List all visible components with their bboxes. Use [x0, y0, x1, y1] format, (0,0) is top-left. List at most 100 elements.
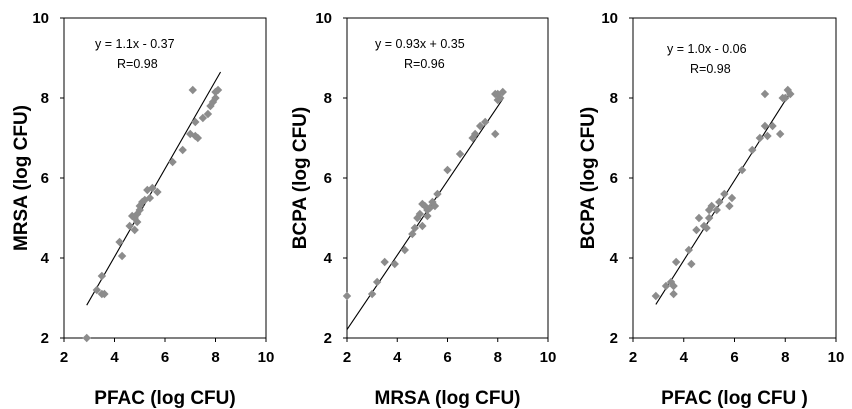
x-tick-label: 8 — [781, 349, 789, 366]
data-point — [135, 201, 144, 211]
data-point — [493, 95, 502, 105]
data-point — [727, 193, 737, 203]
regression-equation: y = 0.93x + 0.35 — [375, 37, 465, 51]
regression-equation: y = 1.1x - 0.37 — [95, 37, 175, 51]
data-point — [168, 157, 177, 167]
data-point — [92, 285, 102, 295]
data-point — [100, 289, 109, 299]
data-point — [775, 129, 785, 139]
y-tick-label: 2 — [41, 330, 49, 347]
data-point — [760, 121, 770, 131]
correlation-coefficient: R=0.98 — [690, 62, 731, 76]
data-point — [669, 281, 678, 291]
data-point — [778, 93, 787, 103]
data-point — [712, 205, 721, 215]
data-point — [687, 259, 696, 269]
x-tick-label: 6 — [730, 349, 738, 366]
data-point — [380, 257, 389, 267]
y-tick-label: 8 — [41, 90, 49, 107]
x-axis-label: MRSA (log CFU) — [375, 388, 521, 409]
data-point — [148, 183, 157, 193]
x-tick-label: 10 — [258, 349, 275, 366]
x-tick-label: 4 — [110, 349, 119, 366]
data-point — [117, 251, 127, 261]
data-point — [211, 93, 220, 103]
data-point — [423, 211, 432, 221]
data-point — [415, 209, 425, 219]
data-point — [699, 221, 709, 231]
y-axis-label: BCPA (log CFU) — [578, 107, 599, 249]
data-point — [725, 201, 734, 211]
data-point — [125, 221, 134, 231]
data-point — [692, 225, 701, 235]
data-point — [428, 197, 437, 207]
regression-equation: y = 1.0x - 0.06 — [667, 42, 747, 56]
y-tick-label: 8 — [610, 90, 618, 107]
data-point — [760, 89, 770, 99]
data-point — [468, 133, 477, 143]
data-point — [737, 165, 747, 175]
data-point — [480, 117, 490, 127]
y-tick-label: 4 — [41, 250, 50, 267]
y-tick-label: 4 — [610, 250, 619, 267]
x-tick-label: 2 — [60, 349, 68, 366]
data-point — [191, 131, 200, 141]
data-point — [755, 133, 765, 143]
data-point — [669, 289, 678, 299]
data-point — [470, 129, 480, 139]
data-point — [763, 131, 772, 141]
x-tick-label: 8 — [211, 349, 219, 366]
data-point — [372, 277, 382, 287]
data-point — [191, 117, 200, 127]
data-point — [671, 257, 681, 267]
data-point — [748, 145, 757, 155]
data-point — [694, 213, 704, 223]
data-point — [130, 225, 139, 235]
x-tick-label: 6 — [443, 349, 451, 366]
x-tick-label: 8 — [494, 349, 502, 366]
x-axis-label: PFAC (log CFU ) — [661, 388, 808, 409]
data-point — [704, 213, 714, 223]
data-point — [720, 189, 729, 199]
data-point — [211, 87, 220, 97]
x-tick-label: 2 — [343, 349, 351, 366]
data-point — [715, 197, 724, 207]
data-point — [178, 145, 187, 155]
data-point — [410, 223, 420, 233]
y-tick-label: 2 — [324, 330, 332, 347]
x-tick-label: 6 — [161, 349, 169, 366]
x-tick-label: 2 — [629, 349, 637, 366]
data-point — [702, 223, 711, 233]
y-axis-label: BCPA (log CFU) — [290, 107, 311, 249]
y-tick-label: 10 — [32, 10, 49, 27]
y-tick-label: 6 — [324, 170, 332, 187]
data-point — [433, 189, 442, 199]
data-point — [208, 97, 218, 107]
data-point — [430, 201, 440, 211]
data-point — [408, 229, 417, 239]
data-point — [188, 85, 197, 95]
data-point — [783, 85, 792, 95]
data-point — [491, 89, 500, 99]
data-point — [82, 333, 91, 343]
data-point — [133, 217, 142, 227]
correlation-coefficient: R=0.98 — [117, 57, 158, 71]
y-tick-label: 2 — [610, 330, 618, 347]
data-point — [203, 109, 213, 119]
y-tick-label: 10 — [601, 10, 618, 27]
data-point — [423, 205, 432, 215]
plot-frame — [632, 17, 837, 339]
data-point — [684, 245, 694, 255]
trendline — [655, 92, 791, 305]
data-point — [498, 87, 507, 97]
data-point — [342, 291, 352, 301]
data-point — [475, 121, 485, 131]
y-tick-label: 10 — [315, 10, 332, 27]
y-axis-label: MRSA (log CFU) — [11, 105, 32, 251]
data-point — [651, 291, 661, 301]
data-point — [367, 289, 377, 299]
plot-frame — [346, 17, 549, 339]
data-point — [186, 129, 195, 139]
correlation-coefficient: R=0.96 — [404, 57, 445, 71]
